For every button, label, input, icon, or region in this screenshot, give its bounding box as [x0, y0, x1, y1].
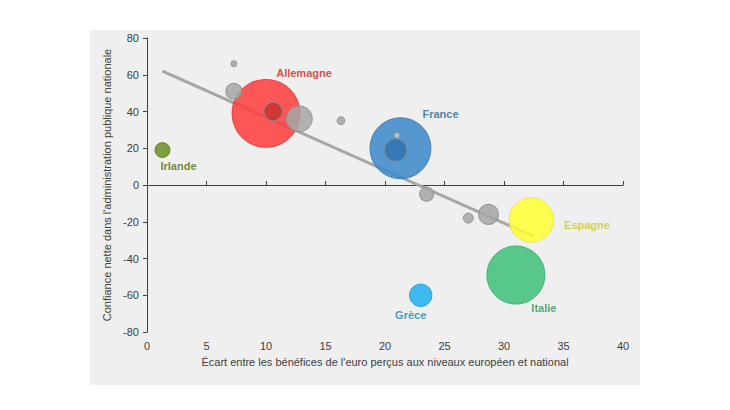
- svg-text:Allemagne: Allemagne: [276, 67, 332, 79]
- svg-text:25: 25: [438, 340, 450, 352]
- svg-text:30: 30: [498, 340, 510, 352]
- svg-text:Irlande: Irlande: [160, 160, 196, 172]
- svg-text:France: France: [422, 108, 458, 120]
- svg-text:0: 0: [144, 340, 150, 352]
- svg-text:60: 60: [127, 69, 139, 81]
- svg-text:20: 20: [127, 142, 139, 154]
- svg-text:15: 15: [319, 340, 331, 352]
- svg-text:Grèce: Grèce: [395, 309, 426, 321]
- svg-text:20: 20: [379, 340, 391, 352]
- svg-text:-80: -80: [123, 326, 139, 338]
- svg-text:-20: -20: [123, 216, 139, 228]
- svg-text:Confiance nette dans l'adminis: Confiance nette dans l'administration pu…: [101, 49, 113, 321]
- svg-text:5: 5: [203, 340, 209, 352]
- svg-text:Italie: Italie: [531, 302, 556, 314]
- svg-text:80: 80: [127, 32, 139, 44]
- svg-text:-60: -60: [123, 289, 139, 301]
- svg-text:-40: -40: [123, 253, 139, 265]
- svg-text:35: 35: [557, 340, 569, 352]
- svg-text:Espagne: Espagne: [564, 219, 610, 231]
- svg-text:Écart entre les bénéfices de l: Écart entre les bénéfices de l'euro perç…: [201, 356, 568, 368]
- svg-text:10: 10: [260, 340, 272, 352]
- svg-text:40: 40: [617, 340, 629, 352]
- svg-text:40: 40: [127, 106, 139, 118]
- svg-text:0: 0: [133, 179, 139, 191]
